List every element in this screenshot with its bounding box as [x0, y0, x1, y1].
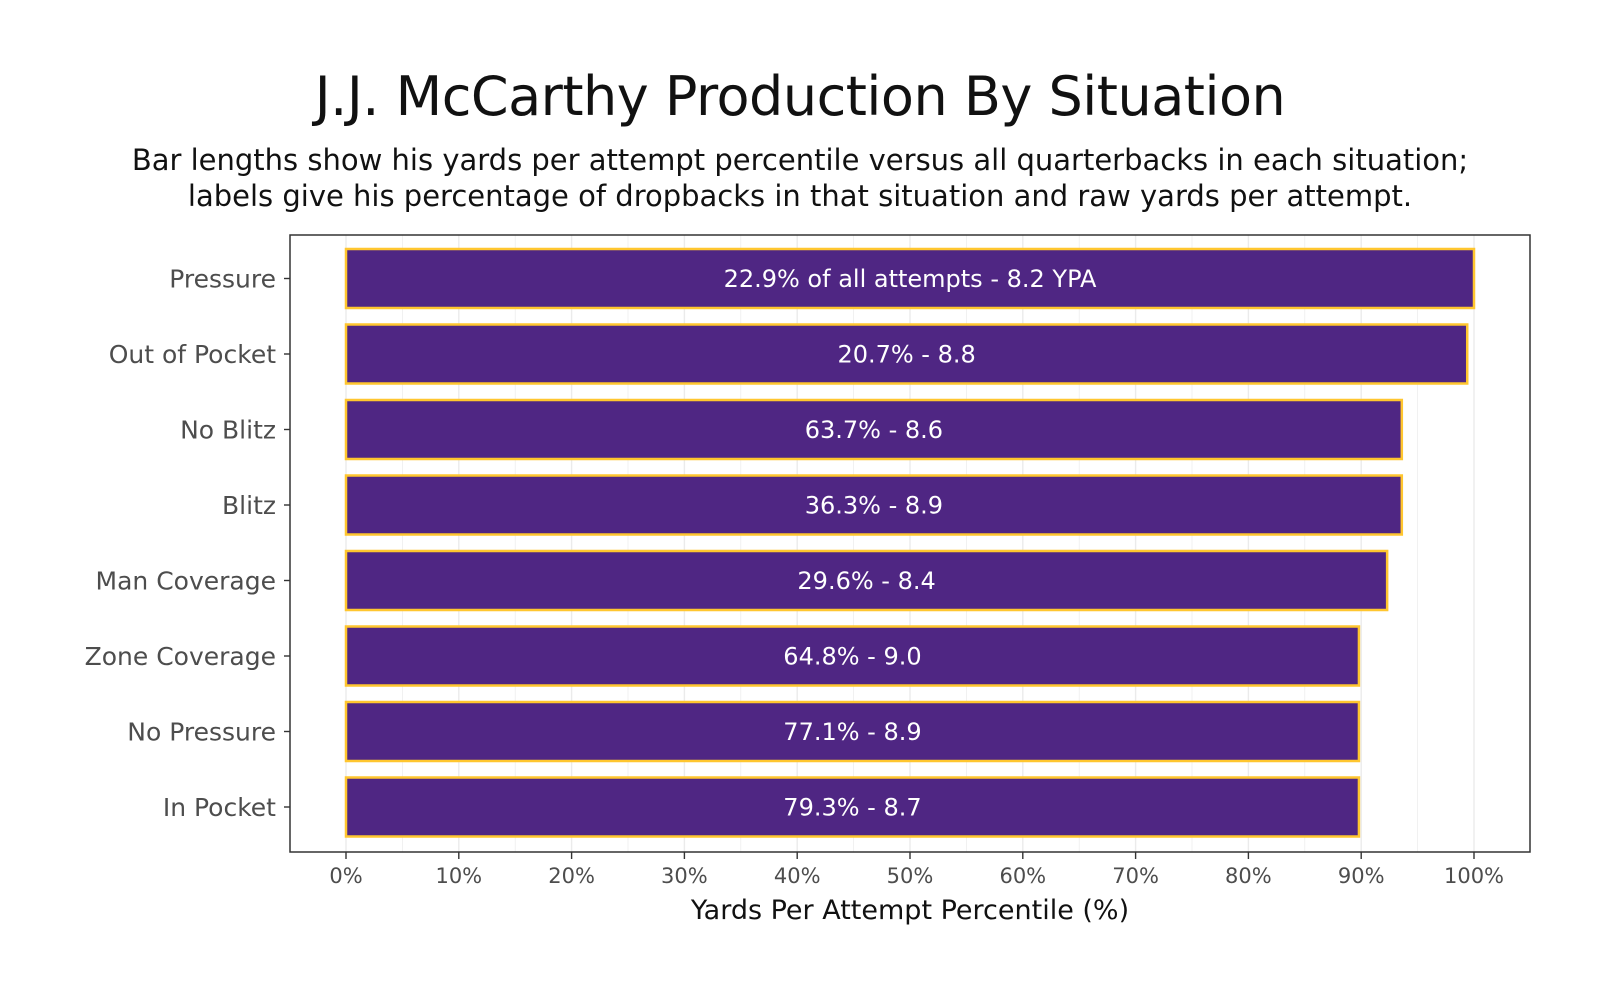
bar: [344, 625, 1361, 687]
x-tick-label: 20%: [548, 864, 595, 888]
x-tick-label: 50%: [887, 864, 934, 888]
x-tick-label: 100%: [1444, 864, 1504, 888]
x-tick-label: 70%: [1112, 864, 1159, 888]
category-label: Zone Coverage: [85, 642, 276, 671]
category-label: Man Coverage: [96, 567, 276, 596]
x-tick-label: 40%: [774, 864, 821, 888]
bars-layer: 22.9% of all attempts - 8.2 YPA 20.7% - 8…: [344, 247, 1476, 838]
category-label: Blitz: [222, 491, 276, 520]
bar: [344, 398, 1404, 461]
x-tick-label: 60%: [999, 864, 1046, 888]
bar-label: 29.6% - 8.4: [797, 567, 935, 595]
subtitle-line-1: Bar lengths show his yards per attempt p…: [131, 143, 1469, 177]
bar-label: 20.7% - 8.8: [837, 341, 975, 369]
bar: [344, 700, 1361, 763]
x-axis: 0% 10% 20% 30% 40% 50% 60% 70% 80% 90% 100%: [329, 852, 1504, 888]
bar-label: 22.9% of all attempts - 8.2 YPA: [724, 265, 1097, 293]
x-tick-label: 90%: [1338, 864, 1385, 888]
x-axis-title: Yards Per Attempt Percentile (%): [690, 895, 1129, 926]
y-axis: Pressure Out of Pocket No Blitz Blitz Man Co…: [85, 265, 290, 822]
bar: [344, 474, 1404, 536]
category-label: In Pocket: [163, 793, 276, 822]
bar-label: 64.8% - 9.0: [783, 643, 921, 671]
bar-label: 63.7% - 8.6: [805, 416, 943, 444]
bar: [344, 776, 1361, 838]
x-tick-label: 10%: [435, 864, 482, 888]
bar: [344, 549, 1389, 612]
chart-title: J.J. McCarthy Production By Situation: [314, 65, 1286, 128]
bar-label: 77.1% - 8.9: [783, 718, 921, 746]
bar: [344, 323, 1469, 385]
category-label: Pressure: [169, 265, 276, 294]
x-tick-label: 0%: [329, 864, 362, 888]
chart-subtitle: Bar lengths show his yards per attempt p…: [0, 142, 1600, 214]
bar-label: 36.3% - 8.9: [805, 492, 943, 520]
category-label: No Blitz: [180, 416, 276, 445]
x-tick-label: 80%: [1225, 864, 1272, 888]
subtitle-line-2: labels give his percentage of dropbacks …: [187, 179, 1413, 213]
category-label: Out of Pocket: [109, 340, 277, 369]
bar-label: 79.3% - 8.7: [783, 794, 921, 822]
category-label: No Pressure: [127, 718, 276, 747]
bar: [344, 247, 1476, 310]
x-tick-label: 30%: [661, 864, 708, 888]
